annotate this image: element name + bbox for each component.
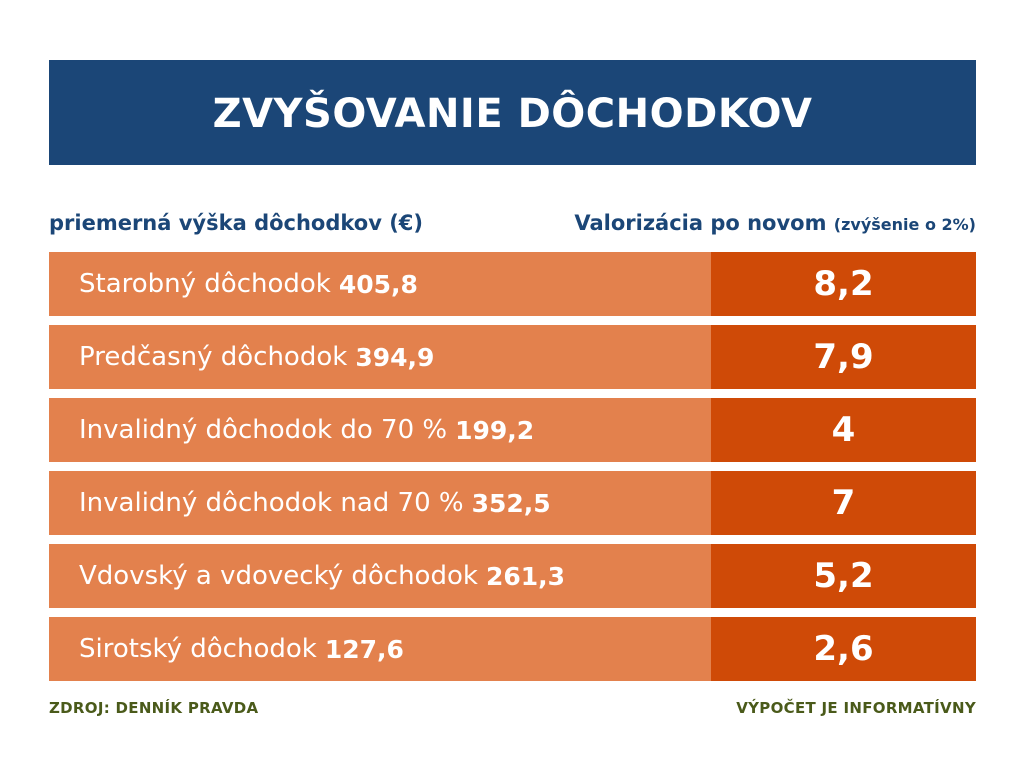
table-row: Vdovský a vdovecký dôchodok 261,3 5,2 [49, 544, 976, 608]
column-header-average: priemerná výška dôchodkov (€) [49, 211, 424, 235]
valorization-value: 7,9 [711, 325, 976, 389]
pension-type-label: Sirotský dôchodok [79, 634, 317, 664]
average-amount: 405,8 [338, 269, 418, 299]
pension-type-label: Invalidný dôchodok do 70 % [79, 415, 448, 445]
pension-type-label: Vdovský a vdovecký dôchodok [79, 561, 478, 591]
valorization-value: 4 [711, 398, 976, 462]
valorization-value: 2,6 [711, 617, 976, 681]
row-label-cell: Invalidný dôchodok nad 70 % 352,5 [49, 471, 711, 535]
source-note: ZDROJ: DENNÍK PRAVDA [49, 699, 259, 717]
row-label-cell: Starobný dôchodok 405,8 [49, 252, 711, 316]
disclaimer-note: VÝPOČET JE INFORMATÍVNY [736, 699, 976, 717]
average-amount: 352,5 [471, 488, 551, 518]
table-row: Predčasný dôchodok 394,9 7,9 [49, 325, 976, 389]
average-amount: 199,2 [455, 415, 535, 445]
table-row: Invalidný dôchodok do 70 % 199,2 4 [49, 398, 976, 462]
table-row: Sirotský dôchodok 127,6 2,6 [49, 617, 976, 681]
row-label-cell: Sirotský dôchodok 127,6 [49, 617, 711, 681]
chart-title: ZVYŠOVANIE DÔCHODKOV [212, 90, 813, 137]
pension-type-label: Starobný dôchodok [79, 269, 331, 299]
row-label-cell: Predčasný dôchodok 394,9 [49, 325, 711, 389]
average-amount: 394,9 [355, 342, 435, 372]
valorization-value: 8,2 [711, 252, 976, 316]
column-header-valorization: Valorizácia po novom (zvýšenie o 2%) [574, 211, 976, 235]
valorization-value: 5,2 [711, 544, 976, 608]
column-header-valorization-main: Valorizácia po novom [574, 211, 827, 235]
row-label-cell: Invalidný dôchodok do 70 % 199,2 [49, 398, 711, 462]
valorization-value: 7 [711, 471, 976, 535]
average-amount: 261,3 [485, 561, 566, 591]
average-amount: 127,6 [324, 634, 404, 664]
title-banner: ZVYŠOVANIE DÔCHODKOV [49, 60, 976, 165]
pension-type-label: Predčasný dôchodok [79, 342, 348, 372]
column-header-valorization-note: (zvýšenie o 2%) [833, 215, 976, 234]
row-label-cell: Vdovský a vdovecký dôchodok 261,3 [49, 544, 711, 608]
table-row: Starobný dôchodok 405,8 8,2 [49, 252, 976, 316]
table-row: Invalidný dôchodok nad 70 % 352,5 7 [49, 471, 976, 535]
pension-table: Starobný dôchodok 405,8 8,2 Predčasný dôcho… [49, 252, 976, 690]
pension-type-label: Invalidný dôchodok nad 70 % [79, 488, 464, 518]
